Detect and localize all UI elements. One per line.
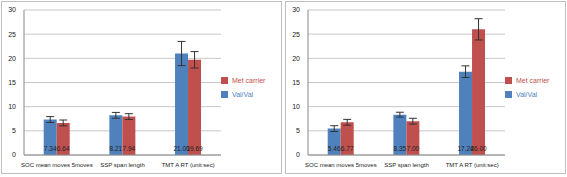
svg-text:30: 30 — [8, 6, 16, 13]
svg-text:19.69: 19.69 — [186, 145, 203, 152]
svg-text:6.64: 6.64 — [57, 145, 70, 152]
svg-text:7.00: 7.00 — [407, 145, 420, 152]
svg-text:15: 15 — [292, 79, 300, 86]
svg-text:0: 0 — [296, 151, 300, 158]
svg-text:SSP span length: SSP span length — [384, 162, 429, 168]
svg-text:5: 5 — [12, 127, 16, 134]
html-text:Val/Val: Val/Val — [232, 90, 254, 98]
svg-text:25: 25 — [292, 31, 300, 38]
svg-text:17.24: 17.24 — [457, 145, 474, 152]
svg-text:5: 5 — [296, 127, 300, 134]
html-text:Met carrier: Met carrier — [232, 76, 266, 84]
svg-text:TMT A RT (unit:sec): TMT A RT (unit:sec) — [446, 162, 499, 168]
svg-text:SSP span length: SSP span length — [100, 162, 145, 168]
svg-text:TMT A RT (unit:sec): TMT A RT (unit:sec) — [162, 162, 215, 168]
html-text:Val/Val: Val/Val — [516, 90, 538, 98]
svg-text:10: 10 — [292, 103, 300, 110]
svg-text:26.00: 26.00 — [470, 145, 487, 152]
html-text:Met carrier: Met carrier — [516, 76, 550, 84]
svg-text:SOC mean moves 5moves: SOC mean moves 5moves — [21, 162, 93, 168]
svg-text:8.35: 8.35 — [394, 145, 407, 152]
svg-text:30: 30 — [292, 6, 300, 13]
svg-text:15: 15 — [8, 79, 16, 86]
svg-text:6.77: 6.77 — [341, 145, 354, 152]
svg-text:20: 20 — [292, 55, 300, 62]
svg-text:5.46: 5.46 — [328, 145, 341, 152]
svg-text:20: 20 — [8, 55, 16, 62]
svg-text:10: 10 — [8, 103, 16, 110]
svg-text:25: 25 — [8, 31, 16, 38]
svg-text:SOC mean moves 5moves: SOC mean moves 5moves — [305, 162, 377, 168]
svg-text:21.00: 21.00 — [173, 145, 190, 152]
svg-text:7.34: 7.34 — [44, 145, 57, 152]
svg-text:7.94: 7.94 — [123, 145, 136, 152]
svg-text:8.21: 8.21 — [110, 145, 123, 152]
svg-text:0: 0 — [12, 151, 16, 158]
